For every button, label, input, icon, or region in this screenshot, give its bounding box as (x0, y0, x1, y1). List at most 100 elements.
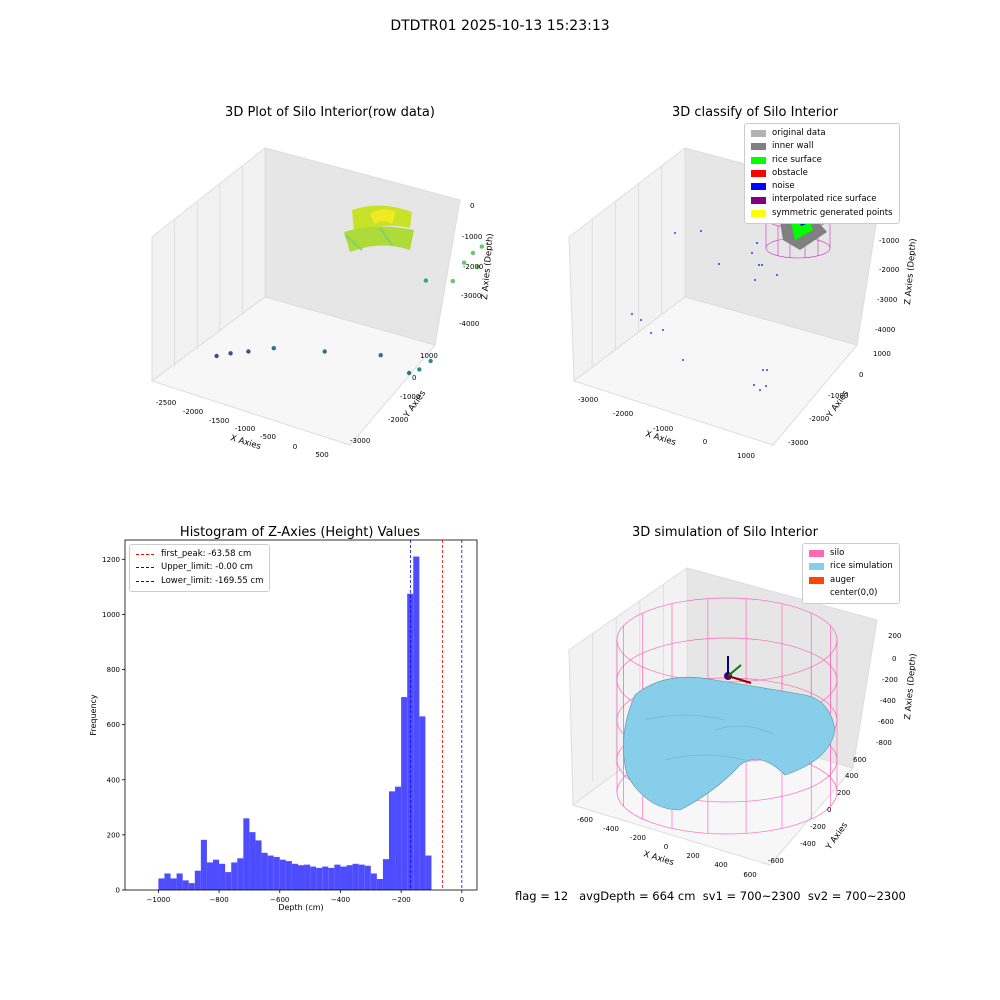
histogram-bar (401, 697, 408, 890)
histogram-legend: first_peak: -63.58 cm Upper_limit: -0.00… (129, 544, 271, 592)
raw-rice-surface (344, 205, 414, 252)
histogram-y-tick: 800 (107, 666, 120, 674)
legend-swatch (751, 209, 766, 217)
legend-swatch (809, 576, 824, 584)
sim-y-tick: 200 (837, 789, 850, 797)
raw-y-tick: 0 (412, 374, 416, 382)
raw-data-point (378, 353, 383, 358)
simulation-legend-item: center(0,0) (809, 587, 893, 600)
raw-data-point (228, 351, 233, 356)
histogram-bar (267, 855, 274, 890)
noise-point (650, 332, 652, 334)
raw-z-tick: -3000 (461, 292, 481, 300)
legend-label: first_peak: -63.58 cm (161, 549, 252, 559)
histogram-bar (364, 865, 371, 890)
classify-plot-title: 3D classify of Silo Interior (672, 105, 839, 120)
raw-data-point (479, 244, 484, 249)
histogram-bar (200, 839, 207, 890)
sim-z-tick: -200 (882, 676, 898, 684)
raw-data-point (322, 349, 327, 354)
noise-point (751, 252, 753, 254)
sim-x-tick: 0 (664, 843, 668, 851)
histogram-bar (206, 862, 213, 890)
raw-data-point (428, 358, 433, 364)
histogram-bar (249, 832, 256, 890)
noise-point (640, 319, 642, 321)
classify-z-tick: -1000 (879, 237, 899, 245)
legend-line (136, 580, 154, 582)
noise-point (761, 264, 763, 266)
noise-point (674, 232, 676, 234)
legend-label: center(0,0) (830, 587, 878, 598)
classify-x-tick: 0 (703, 438, 707, 446)
histogram-bar (255, 840, 262, 890)
noise-point (762, 369, 764, 371)
sim-z-tick: 0 (892, 655, 896, 663)
classify-legend: original data inner wall rice surface ob… (744, 123, 900, 225)
raw-data-point (214, 353, 219, 359)
classify-z-tick: -2000 (879, 266, 899, 274)
rice-surface-mesh (644, 714, 776, 761)
histogram-bar (188, 883, 195, 890)
classify-legend-item: inner wall (751, 140, 893, 153)
histogram-y-tick: 600 (107, 721, 120, 729)
noise-point (700, 230, 702, 232)
histogram-y-tick: 1200 (102, 556, 120, 564)
raw-data-point (423, 278, 429, 283)
histogram-bar (334, 864, 341, 890)
noise-point (756, 242, 758, 244)
raw-x-tick: -1000 (235, 425, 255, 433)
classify-z-tick: -4000 (875, 326, 895, 334)
raw-data-point (417, 367, 422, 372)
legend-label: Upper_limit: -0.00 cm (161, 562, 253, 573)
histogram-bar (231, 862, 238, 890)
noise-point (776, 274, 778, 276)
legend-swatch (809, 590, 824, 597)
noise-point (759, 389, 761, 391)
classify-x-tick: -3000 (578, 396, 598, 404)
sim-y-tick: -200 (810, 823, 826, 831)
sim-y-tick: 600 (853, 756, 866, 764)
histogram-x-tick: −400 (331, 896, 350, 904)
raw-data-point (461, 260, 467, 265)
noise-point (753, 384, 755, 386)
classify-z-label: Z Axies (Depth) (903, 238, 919, 305)
raw-data-point (246, 349, 251, 354)
legend-swatch (809, 563, 824, 571)
sim-x-tick: 400 (714, 861, 727, 869)
classify-legend-item: obstacle (751, 167, 893, 180)
legend-swatch (751, 130, 766, 138)
histogram-bar (182, 880, 189, 890)
histogram-bar (291, 863, 298, 890)
legend-swatch (751, 156, 766, 164)
sim-z-tick: -600 (878, 718, 894, 726)
histogram-x-tick: 0 (460, 896, 464, 904)
simulation-title: 3D simulation of Silo Interior (632, 525, 819, 540)
simulation-legend: silo rice simulation auger center(0,0) (802, 543, 900, 605)
legend-label: noise (772, 181, 795, 192)
legend-swatch (751, 170, 766, 178)
histogram-x-tick: −200 (392, 896, 411, 904)
noise-point (766, 369, 768, 371)
raw-x-tick: -500 (260, 433, 276, 441)
raw-x-label: X Axies (229, 433, 262, 452)
histogram-x-tick: −600 (270, 896, 289, 904)
histogram-bar (304, 864, 311, 890)
legend-label: obstacle (772, 167, 808, 178)
histogram-y-label: Frequency (89, 694, 98, 736)
classify-z-tick: -3000 (877, 296, 897, 304)
histogram-bar (310, 866, 317, 890)
histogram-y-tick: 200 (107, 831, 120, 839)
sim-y-tick: 400 (845, 772, 858, 780)
classify-y-tick: 1000 (873, 350, 891, 358)
histogram-bar (194, 870, 201, 890)
sim-x-tick: 600 (743, 871, 756, 879)
auger-axes (724, 656, 752, 684)
raw-data-point (406, 370, 412, 376)
histogram-bar (370, 873, 377, 890)
histogram-bar (322, 866, 329, 890)
raw-x-tick: 500 (315, 451, 328, 459)
legend-label: inner wall (772, 141, 814, 152)
histogram-bar (164, 873, 171, 890)
histogram-y-tick: 0 (116, 887, 120, 895)
